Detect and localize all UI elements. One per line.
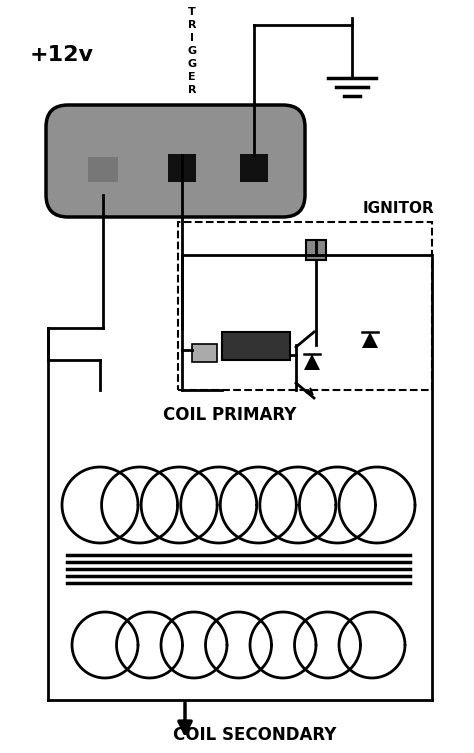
Text: IGNITOR: IGNITOR	[362, 200, 434, 215]
Bar	[178, 222, 432, 390]
Text: R: R	[188, 20, 196, 30]
Text: T: T	[188, 7, 196, 17]
Bar	[306, 240, 326, 260]
Bar	[192, 344, 217, 362]
Polygon shape	[304, 354, 320, 370]
Text: G: G	[187, 59, 197, 69]
Polygon shape	[362, 332, 378, 348]
Text: COIL PRIMARY: COIL PRIMARY	[164, 406, 297, 424]
Text: I: I	[190, 33, 194, 43]
Bar	[168, 154, 196, 182]
Text: G: G	[187, 46, 197, 56]
Text: E: E	[188, 72, 196, 82]
Text: +12v: +12v	[30, 45, 94, 65]
Bar	[88, 157, 118, 182]
Text: COIL SECONDARY: COIL SECONDARY	[173, 726, 337, 744]
Bar	[222, 332, 290, 360]
Text: R: R	[188, 85, 196, 95]
Bar	[240, 154, 268, 182]
FancyBboxPatch shape	[46, 105, 305, 217]
